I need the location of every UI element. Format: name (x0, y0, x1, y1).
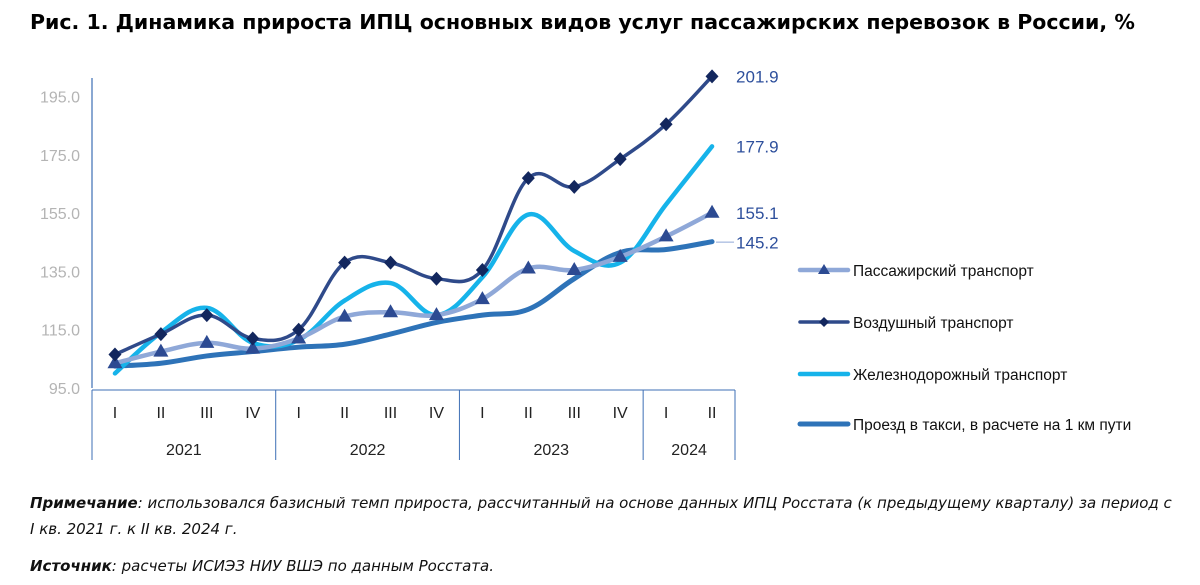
air-point-marker (567, 179, 581, 194)
air-point-marker (429, 271, 443, 286)
end-value-label: 201.9 (736, 67, 779, 86)
air-point-marker (108, 347, 122, 362)
note: Примечание: использовался базисный темп … (30, 490, 1180, 542)
air-point-marker (200, 308, 214, 323)
air-point-marker (246, 331, 260, 346)
series-layer (107, 69, 720, 376)
x-tick-label: IV (429, 405, 444, 422)
x-tick-label: II (156, 405, 165, 422)
year-label: 2023 (533, 442, 569, 459)
note-label: Примечание (30, 494, 138, 512)
x-tick-label: II (708, 405, 717, 422)
y-tick-label: 95.0 (49, 381, 80, 398)
y-tick-label: 195.0 (40, 90, 80, 107)
source-text: : расчеты ИСИЭЗ НИУ ВШЭ по данным Росста… (111, 557, 494, 575)
passenger-point-marker (291, 330, 307, 344)
air-point-marker (613, 152, 627, 167)
series-rail-line (112, 144, 715, 376)
chart-title: Рис. 1. Динамика прироста ИПЦ основных в… (30, 10, 1135, 34)
passenger-point-marker (474, 291, 490, 305)
legend-triangle-marker (818, 264, 830, 274)
source-label: Источник (30, 557, 112, 575)
passenger-point-marker (704, 204, 720, 218)
y-tick-label: 115.0 (41, 323, 80, 340)
air-point-marker (475, 262, 489, 277)
passenger-point-marker (520, 260, 536, 274)
source: Источник: расчеты ИСИЭЗ НИУ ВШЭ по данны… (30, 553, 1180, 579)
passenger-point-marker (612, 248, 628, 262)
x-tick-label: IV (245, 405, 260, 422)
passenger-point-marker (153, 343, 169, 357)
x-tick-label: IV (613, 405, 628, 422)
air-point-marker (384, 255, 398, 270)
x-tick-label: II (340, 405, 349, 422)
year-label: 2024 (671, 442, 707, 459)
y-tick-label: 155.0 (40, 206, 80, 223)
x-tick-label: III (384, 405, 397, 422)
y-tick-label: 175.0 (40, 148, 80, 165)
passenger-point-marker (658, 228, 674, 242)
passenger-point-marker (337, 308, 353, 322)
passenger-point-marker (566, 261, 582, 275)
end-labels: 155.1 201.9 177.9 145.2 (716, 67, 779, 253)
x-tick-label: I (296, 405, 300, 422)
legend-label: Проезд в такси, в расчете на 1 км пути (853, 417, 1131, 434)
legend-label: Воздушный транспорт (853, 315, 1014, 332)
air-point-marker (521, 171, 535, 186)
passenger-point-marker (245, 340, 261, 354)
passenger-point-marker (199, 334, 215, 348)
passenger-point-marker (107, 355, 123, 369)
y-tick-label: 135.0 (40, 264, 80, 281)
air-point-marker (154, 327, 168, 342)
legend-diamond-marker (819, 317, 829, 327)
end-value-label: 177.9 (736, 137, 779, 156)
legend-label: Пассажирский транспорт (853, 263, 1034, 280)
end-value-label: 145.2 (736, 234, 779, 253)
air-point-marker (338, 255, 352, 270)
year-label: 2021 (166, 442, 202, 459)
x-tick-label: I (480, 405, 484, 422)
legend-label: Железнодорожный транспорт (853, 367, 1067, 384)
series-air-line (113, 74, 714, 357)
series-taxi-line (112, 239, 715, 369)
passenger-point-marker (428, 307, 444, 321)
year-label: 2022 (350, 442, 386, 459)
x-tick-label: I (664, 405, 668, 422)
x-tick-label: II (524, 405, 533, 422)
air-point-marker (292, 322, 306, 337)
passenger-point-marker (383, 304, 399, 318)
note-text: : использовался базисный темп прироста, … (30, 494, 1172, 538)
air-point-marker (659, 117, 673, 132)
legend: Пассажирский транспорт Воздушный транспор… (797, 263, 1131, 434)
x-tick-label: III (568, 405, 581, 422)
x-tick-label: I (113, 405, 117, 422)
end-value-label: 155.1 (736, 204, 779, 223)
x-tick-label: III (200, 405, 213, 422)
air-point-marker (705, 69, 719, 84)
